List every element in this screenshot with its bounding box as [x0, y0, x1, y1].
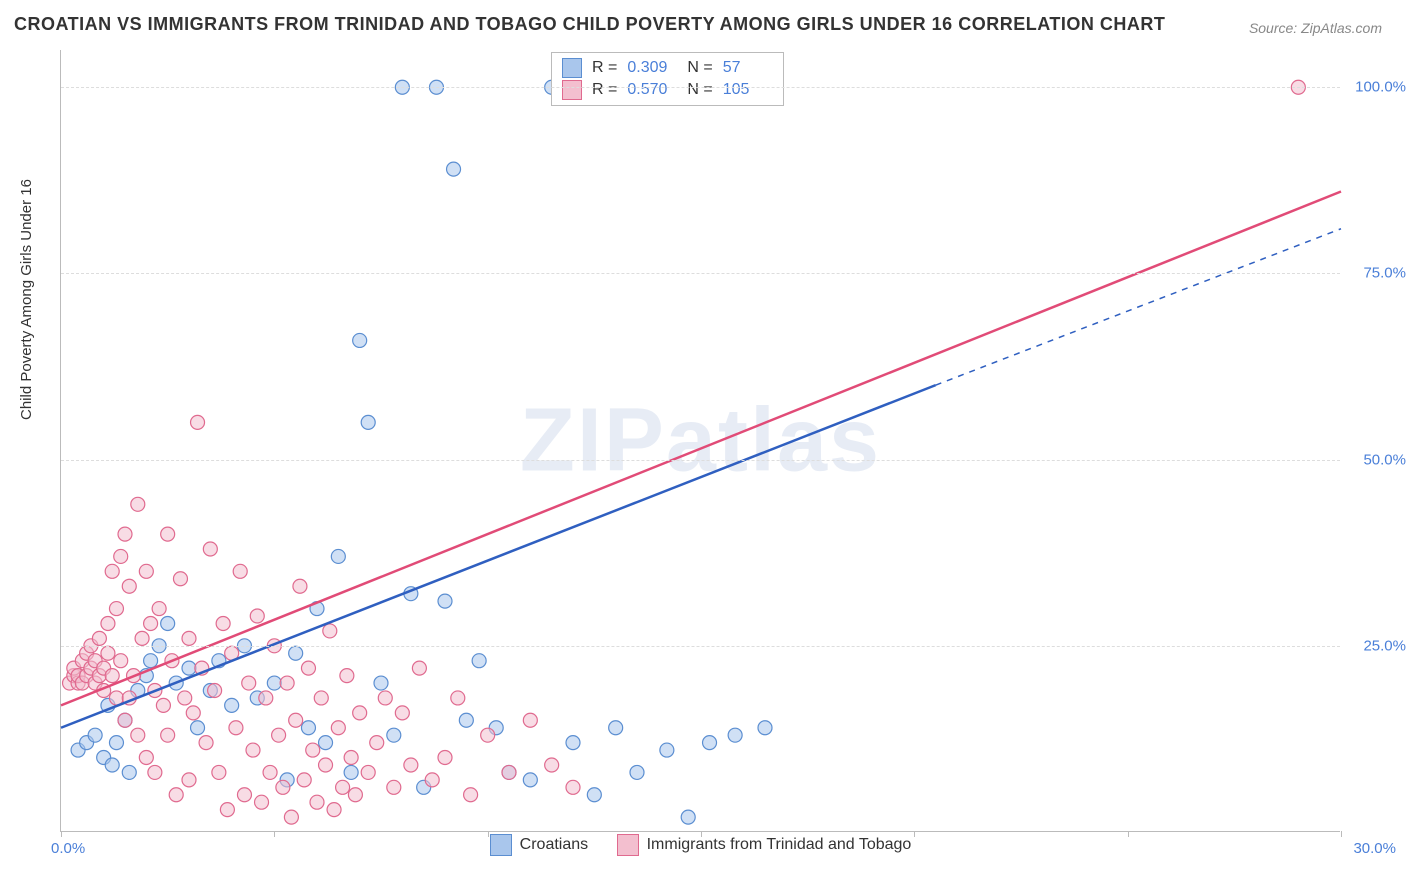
r-label: R =	[592, 57, 617, 79]
legend-row-trinidad: R = 0.570 N = 105	[562, 79, 773, 101]
gridline	[61, 273, 1340, 274]
swatch-croatians-bottom	[490, 834, 512, 856]
x-tick	[1341, 831, 1342, 837]
r-value-croatians: 0.309	[627, 57, 677, 79]
x-tick	[701, 831, 702, 837]
legend-item-croatians: Croatians	[490, 834, 588, 856]
y-tick-label: 100.0%	[1355, 79, 1406, 96]
legend-item-trinidad: Immigrants from Trinidad and Tobago	[617, 834, 912, 856]
r-label: R =	[592, 79, 617, 101]
trend-line	[61, 192, 1341, 706]
x-tick	[1128, 831, 1129, 837]
swatch-croatians	[562, 58, 582, 78]
scatter-plot: ZIPatlas R = 0.309 N = 57 R = 0.570 N = …	[60, 50, 1340, 832]
trend-line-extrapolated	[936, 229, 1341, 385]
source-attribution: Source: ZipAtlas.com	[1249, 20, 1382, 36]
x-tick	[274, 831, 275, 837]
n-value-croatians: 57	[723, 57, 773, 79]
n-label: N =	[687, 79, 712, 101]
n-value-trinidad: 105	[723, 79, 773, 101]
gridline	[61, 87, 1340, 88]
legend-label-trinidad: Immigrants from Trinidad and Tobago	[647, 836, 912, 854]
legend-row-croatians: R = 0.309 N = 57	[562, 57, 773, 79]
chart-title: CROATIAN VS IMMIGRANTS FROM TRINIDAD AND…	[14, 14, 1165, 35]
gridline	[61, 460, 1340, 461]
swatch-trinidad	[562, 80, 582, 100]
correlation-legend: R = 0.309 N = 57 R = 0.570 N = 105	[551, 52, 784, 106]
legend-label-croatians: Croatians	[520, 836, 588, 854]
r-value-trinidad: 0.570	[627, 79, 677, 101]
x-axis-right-label: 30.0%	[1353, 840, 1396, 857]
x-tick	[914, 831, 915, 837]
x-tick	[61, 831, 62, 837]
lines-layer	[61, 50, 1340, 831]
swatch-trinidad-bottom	[617, 834, 639, 856]
y-axis-label: Child Poverty Among Girls Under 16	[18, 179, 35, 420]
y-tick-label: 50.0%	[1363, 451, 1406, 468]
y-tick-label: 25.0%	[1363, 637, 1406, 654]
n-label: N =	[687, 57, 712, 79]
series-legend: Croatians Immigrants from Trinidad and T…	[61, 834, 1340, 861]
gridline	[61, 646, 1340, 647]
x-tick	[488, 831, 489, 837]
y-tick-label: 75.0%	[1363, 265, 1406, 282]
trend-line	[61, 385, 936, 728]
